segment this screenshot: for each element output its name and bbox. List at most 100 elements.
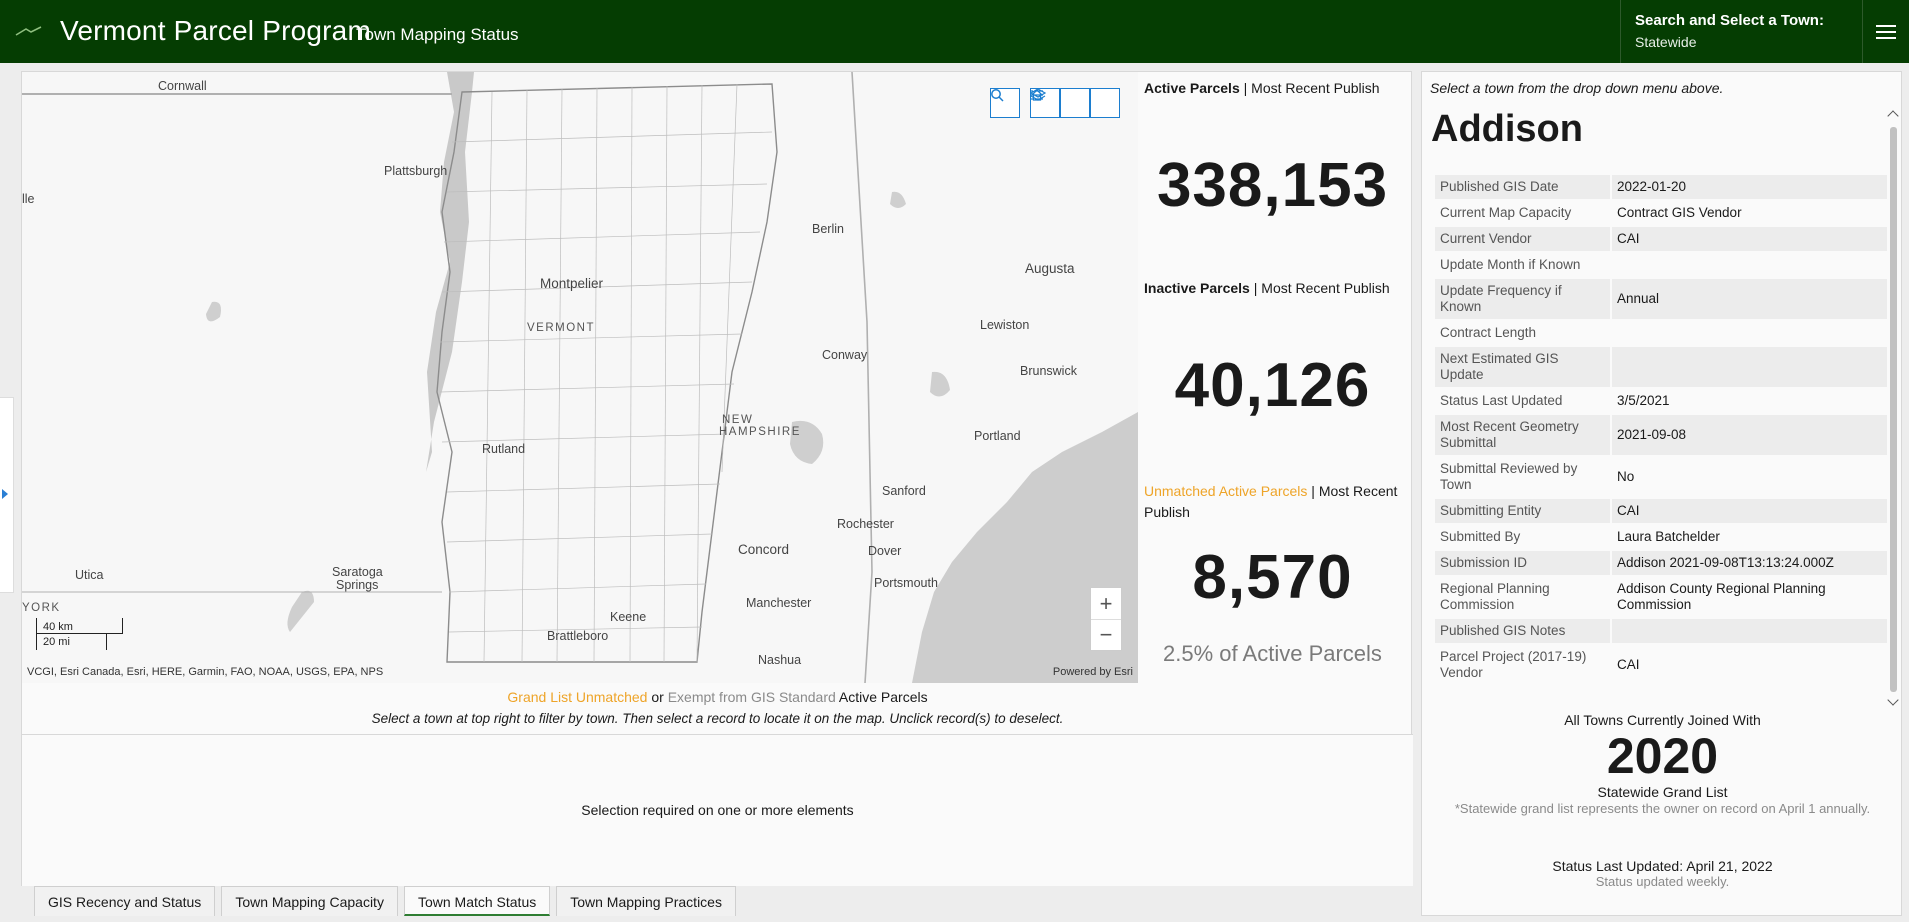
detail-row: Published GIS Date 2022-01-20: [1435, 175, 1887, 201]
map-label: Sanford: [882, 484, 926, 498]
map-attribution[interactable]: VCGI, Esri Canada, Esri, HERE, Garmin, F…: [27, 666, 384, 678]
detail-row: Regional Planning Commission Addison Coun…: [1435, 576, 1887, 619]
search-icon[interactable]: [990, 88, 1020, 118]
details-scrollbar[interactable]: [1886, 102, 1900, 706]
app-title: Vermont Parcel Program: [60, 15, 371, 46]
tab-gis-recency[interactable]: GIS Recency and Status: [34, 886, 216, 916]
town-select-value: Statewide: [1635, 34, 1697, 50]
detail-row: Published GIS Notes: [1435, 618, 1887, 645]
detail-row: Parcel Project (2017-19) Vendor CAI: [1435, 644, 1887, 687]
status-updated-note: Status updated weekly.: [1595, 874, 1730, 889]
map-search-tool[interactable]: [990, 88, 1020, 118]
inactive-parcels-label: Inactive Parcels | Most Recent Publish: [1144, 280, 1390, 296]
map-label: Rochester: [837, 517, 894, 531]
list-caption: Grand List Unmatched or Exempt from GIS …: [22, 687, 1413, 729]
zoom-control: + −: [1090, 587, 1122, 651]
zoom-out-button[interactable]: −: [1091, 619, 1121, 650]
town-select-label: Search and Select a Town:: [1635, 12, 1824, 29]
detail-row: Submitted By Laura Batchelder: [1435, 524, 1887, 551]
records-list[interactable]: Selection required on one or more elemen…: [22, 734, 1413, 886]
map-label: Keene: [610, 610, 647, 624]
detail-row: Current Vendor CAI: [1435, 226, 1887, 253]
joined-note: *Statewide grand list represents the own…: [1454, 801, 1871, 816]
detail-row: Submission ID Addison 2021-09-08T13:13:24…: [1435, 550, 1887, 577]
powered-by-esri[interactable]: Powered by Esri: [1052, 666, 1133, 678]
view-tabs: GIS Recency and Status Town Mapping Capa…: [34, 886, 742, 916]
unmatched-percent: 2.5% of Active Parcels: [1163, 641, 1382, 666]
tab-mapping-capacity[interactable]: Town Mapping Capacity: [221, 886, 398, 916]
map-label: Augusta: [1025, 261, 1075, 276]
map-label: HAMPSHIRE: [719, 426, 801, 438]
map-label: Saratoga: [332, 565, 383, 579]
map-label: Lewiston: [980, 318, 1030, 332]
chevron-down-icon[interactable]: [1887, 694, 1899, 706]
active-parcels-label: Active Parcels | Most Recent Publish: [1144, 80, 1380, 96]
map-label: VERMONT: [527, 322, 595, 334]
tab-match-status[interactable]: Town Match Status: [403, 886, 551, 916]
unmatched-parcels-label: Unmatched Active Parcels | Most Recent P…: [1144, 483, 1398, 520]
list-icon[interactable]: [1031, 88, 1090, 118]
town-select-hint: Select a town from the drop down menu ab…: [1430, 80, 1724, 96]
side-panel-toggle[interactable]: [0, 397, 14, 593]
empty-selection-message: Selection required on one or more elemen…: [581, 802, 854, 818]
map-label: Berlin: [812, 222, 844, 236]
town-details-table: Published GIS Date 2022-01-20 Current Map…: [1435, 175, 1887, 687]
map-label: Springs: [336, 578, 379, 592]
detail-row: Status Last Updated 3/5/2021: [1435, 388, 1887, 415]
active-parcels-value: 338,153: [1156, 151, 1389, 220]
map-label: Concord: [738, 542, 790, 557]
list-hint: Select a town at top right to filter by …: [371, 711, 1064, 726]
map-label: Conway: [822, 348, 868, 362]
detail-row: Update Month if Known: [1435, 252, 1887, 279]
logo-icon: [15, 26, 42, 36]
chevron-up-icon[interactable]: [1887, 110, 1899, 122]
detail-row: Contract Length: [1435, 320, 1887, 347]
zoom-in-button[interactable]: +: [1099, 590, 1113, 616]
detail-row: Submitting Entity CAI: [1435, 498, 1887, 525]
joined-year: 2020: [1606, 728, 1719, 784]
detail-row: Update Frequency if Known Annual: [1435, 278, 1887, 321]
map-label: NEW: [722, 414, 754, 426]
app-header: Vermont Parcel Program Town Mapping Stat…: [0, 0, 1909, 63]
caret-right-icon: [2, 489, 8, 499]
map-label: Manchester: [746, 596, 812, 610]
scale-km: 40 km: [36, 618, 123, 634]
map-label: YORK: [22, 602, 61, 614]
basemap: [22, 72, 1138, 683]
scale-mi: 20 mi: [36, 634, 107, 650]
indicator-column: Active Parcels | Most Recent Publish 338…: [1140, 72, 1413, 683]
map-label: Portsmouth: [874, 576, 938, 590]
home-icon[interactable]: [1030, 88, 1060, 118]
map-label: Portland: [974, 429, 1021, 443]
status-updated: Status Last Updated: April 21, 2022 Stat…: [1422, 858, 1903, 889]
map-label: Nashua: [758, 653, 802, 667]
main-panel: Cornwall Plattsburgh lle Montpelier VERM…: [21, 71, 1413, 886]
detail-row: Current Map Capacity Contract GIS Vendor: [1435, 200, 1887, 227]
map-label: Plattsburgh: [384, 164, 448, 178]
hamburger-icon: [1876, 21, 1896, 43]
map-label: Rutland: [482, 442, 526, 456]
map-label: Cornwall: [158, 79, 207, 93]
joined-label: All Towns Currently Joined With: [1564, 712, 1761, 728]
app-subtitle: Town Mapping Status: [356, 25, 519, 44]
joined-sub: Statewide Grand List: [1597, 784, 1728, 800]
map-toolbar: [1030, 88, 1120, 118]
detail-row: Most Recent Geometry Submittal 2021-09-08: [1435, 414, 1887, 457]
tab-mapping-practices[interactable]: Town Mapping Practices: [556, 886, 736, 916]
town-name: Addison: [1431, 108, 1583, 150]
map-label: Dover: [868, 544, 902, 558]
scrollbar-thumb[interactable]: [1890, 127, 1897, 692]
scale-bar: 40 km 20 mi: [36, 618, 123, 650]
parcel-map[interactable]: Cornwall Plattsburgh lle Montpelier VERM…: [22, 72, 1138, 683]
layers-icon[interactable]: [1030, 88, 1120, 118]
unmatched-parcels-value: 8,570: [1192, 543, 1353, 612]
list-title: Grand List Unmatched or Exempt from GIS …: [507, 689, 928, 705]
detail-row: Submittal Reviewed by Town No: [1435, 456, 1887, 499]
inactive-parcels-value: 40,126: [1174, 351, 1371, 420]
map-label: Brattleboro: [547, 629, 609, 643]
menu-button[interactable]: [1862, 0, 1909, 63]
map-label: Utica: [75, 568, 104, 582]
town-select-dropdown[interactable]: Search and Select a Town: Statewide: [1620, 0, 1862, 63]
detail-row: Next Estimated GIS Update: [1435, 346, 1887, 389]
status-updated-label: Status Last Updated: April 21, 2022: [1552, 858, 1773, 874]
